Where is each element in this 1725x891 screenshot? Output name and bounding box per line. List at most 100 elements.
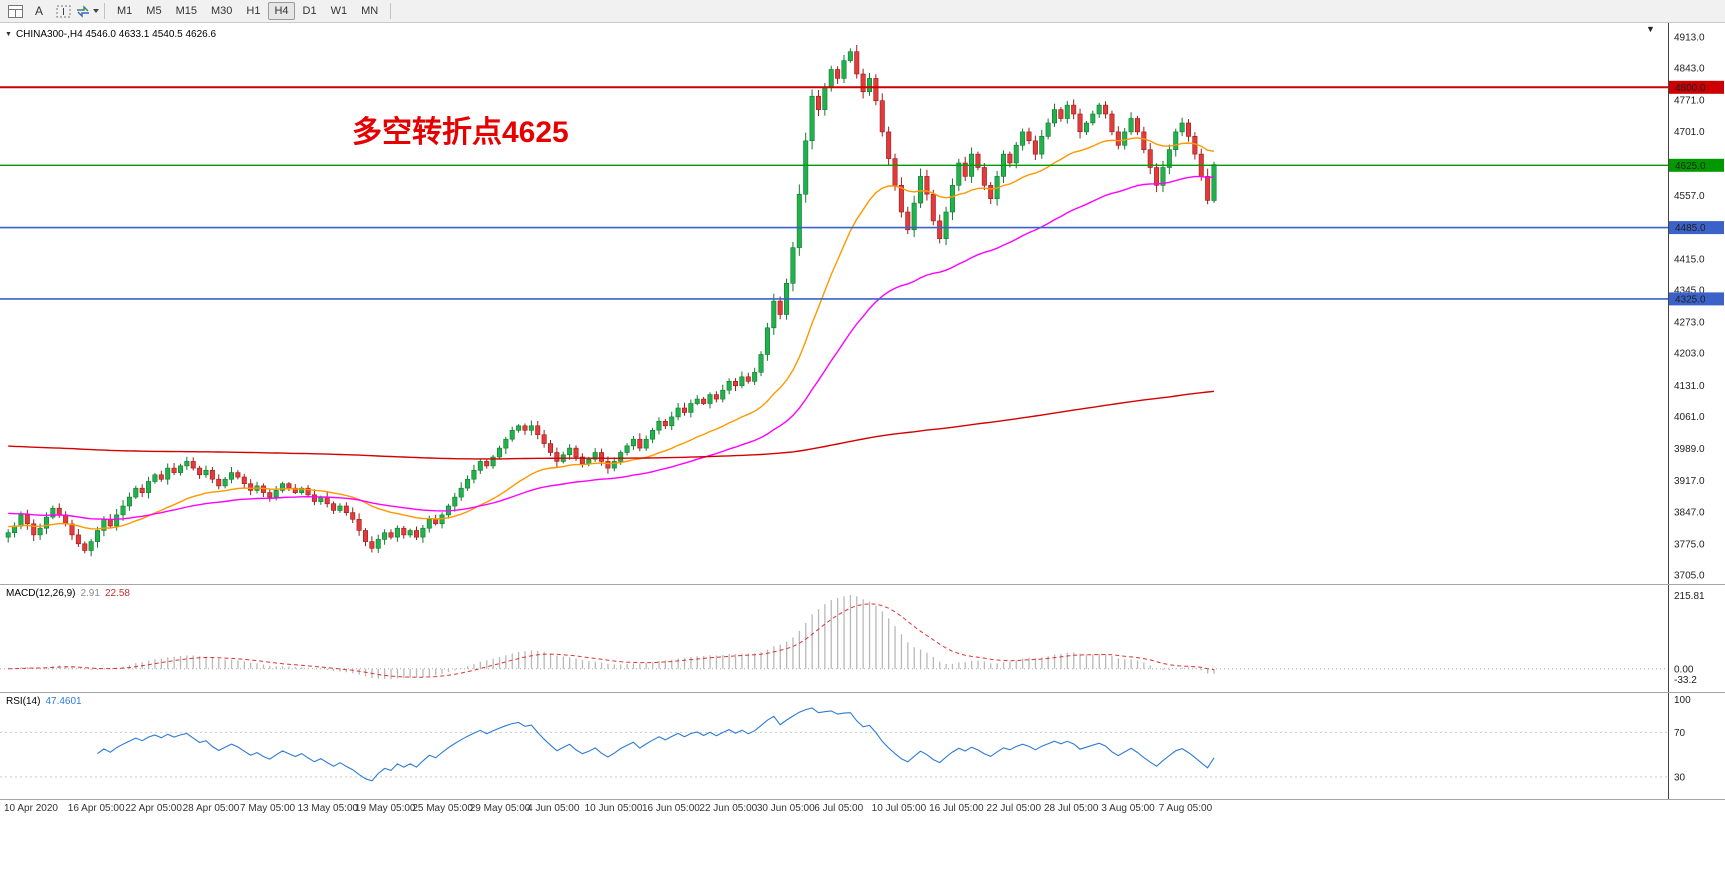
candle <box>930 189 936 226</box>
price-badge-4485.0: 4485.0 <box>1669 221 1724 235</box>
candle <box>835 66 841 84</box>
candle <box>669 411 675 431</box>
rsi-panel[interactable]: 100 70 30 RSI(14) 47.4601 <box>0 692 1725 800</box>
candle <box>171 463 177 476</box>
candle <box>886 126 892 166</box>
rsi-canvas[interactable]: 100 70 30 <box>0 693 1725 800</box>
candle <box>458 482 464 501</box>
time-label: 16 Jul 05:00 <box>929 803 984 814</box>
candle <box>815 90 821 116</box>
price-chart-canvas[interactable]: 4913.0 4843.0 4771.0 4701.0 4557.0 4415.0 4345… <box>0 23 1725 584</box>
candle <box>1077 108 1083 139</box>
candle <box>771 293 777 335</box>
candle <box>382 529 388 545</box>
timeframe-button-h1[interactable]: H1 <box>246 5 261 17</box>
candle <box>918 168 924 208</box>
symbol-collapse-icon[interactable]: ▼ <box>5 31 12 38</box>
price-tick-label: 3989.0 <box>1674 444 1705 455</box>
price-badge-4325.0: 4325.0 <box>1669 292 1724 306</box>
candle <box>222 477 228 489</box>
candle <box>267 489 273 502</box>
timeframe-button-m15[interactable]: M15 <box>175 5 197 17</box>
candle <box>260 483 266 497</box>
candle <box>190 457 196 471</box>
main-chart-panel[interactable]: 4913.0 4843.0 4771.0 4701.0 4557.0 4415.0 4345… <box>0 23 1725 584</box>
candle <box>1211 161 1217 203</box>
candle <box>1000 150 1006 184</box>
candle <box>1205 168 1211 205</box>
time-label: 3 Aug 05:00 <box>1101 803 1155 814</box>
time-label: 13 May 05:00 <box>297 803 359 814</box>
tile-windows-icon[interactable] <box>3 2 27 21</box>
candle <box>873 74 879 106</box>
rsi-line <box>97 707 1215 782</box>
candle <box>1173 128 1179 157</box>
timeframe-button-w1[interactable]: W1 <box>330 5 348 17</box>
candle <box>1115 126 1121 150</box>
candle <box>286 482 292 492</box>
text-tool-icon[interactable]: A <box>27 2 51 21</box>
candle <box>305 485 311 498</box>
candle <box>592 448 598 462</box>
rsi-value: 47.4601 <box>45 696 82 707</box>
time-axis[interactable]: 10 Apr 2020 16 Apr 05:00 22 Apr 05:00 28 Ap… <box>0 799 1725 817</box>
candle <box>299 486 305 495</box>
candle <box>496 445 502 460</box>
candle <box>630 436 636 450</box>
cycle-arrows-icon[interactable] <box>75 2 99 21</box>
candle <box>962 156 968 181</box>
macd-canvas[interactable]: 215.81 0.00-33.2 <box>0 585 1725 693</box>
candle <box>82 541 88 554</box>
candle <box>248 479 254 496</box>
rsi-name: RSI(14) <box>6 696 41 707</box>
candle <box>1186 119 1192 142</box>
time-label: 28 Apr 05:00 <box>182 803 240 814</box>
select-box-icon[interactable] <box>51 2 75 21</box>
candle <box>69 519 75 540</box>
candle <box>197 465 203 479</box>
timeframe-button-mn[interactable]: MN <box>361 5 379 17</box>
candle <box>209 467 215 484</box>
candle <box>624 443 630 456</box>
candle <box>1154 163 1160 193</box>
timeframe-button-h4[interactable]: H4 <box>268 2 295 20</box>
candle <box>324 491 330 508</box>
candle <box>509 426 515 442</box>
text-tool-glyph: A <box>34 4 43 18</box>
price-tick-label: 3775.0 <box>1674 539 1705 550</box>
price-axis[interactable]: 4913.0 4843.0 4771.0 4701.0 4557.0 4415.0 4345… <box>1669 33 1724 582</box>
symbol-info[interactable]: ▼ CHINA300-,H4 4546.0 4633.1 4540.5 4626… <box>5 29 216 40</box>
timeframe-button-m30[interactable]: M30 <box>210 5 233 17</box>
candle <box>184 456 190 470</box>
candle <box>892 153 898 191</box>
candle <box>1052 103 1058 127</box>
time-label: 6 Jul 05:00 <box>814 803 864 814</box>
candle <box>713 391 719 403</box>
price-badge-4625.0: 4625.0 <box>1669 158 1724 172</box>
candle <box>1071 99 1077 120</box>
candle <box>643 435 649 451</box>
candle <box>75 529 81 547</box>
time-label: 28 Jul 05:00 <box>1043 803 1099 814</box>
candle <box>522 423 528 435</box>
macd-value-signal: 22.58 <box>104 588 130 599</box>
macd-panel[interactable]: 215.81 0.00 -33.2 MACD(12,26,9) 2.91 22.58 <box>0 584 1725 693</box>
chart-annotation-text[interactable]: 多空转折点4625 <box>352 116 569 149</box>
timeframe-button-m5[interactable]: M5 <box>146 5 162 17</box>
candle <box>1134 115 1140 136</box>
price-tick-label: 4701.0 <box>1674 127 1705 138</box>
ma-line-slow <box>8 390 1215 460</box>
svg-text:4325.0: 4325.0 <box>1675 294 1706 305</box>
chart-shift-marker-icon: ▼ <box>1646 24 1655 34</box>
time-label: 16 Apr 05:00 <box>67 803 125 814</box>
candle <box>541 429 547 448</box>
timeframe-button-m1[interactable]: M1 <box>117 5 133 17</box>
candle <box>1083 120 1089 135</box>
timeframe-button-d1[interactable]: D1 <box>302 5 317 17</box>
candle <box>650 427 656 444</box>
candle <box>528 420 534 436</box>
candle <box>579 453 585 468</box>
candle <box>235 470 241 480</box>
candle <box>394 525 400 542</box>
